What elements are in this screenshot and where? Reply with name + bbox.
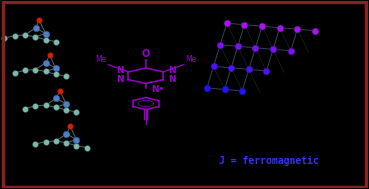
Text: O: O [142,49,150,59]
Text: N•: N• [151,85,164,94]
Text: N: N [116,66,124,75]
Text: Me: Me [186,55,197,64]
Text: N: N [168,66,175,75]
Text: J = ferromagnetic: J = ferromagnetic [220,156,319,166]
Text: Me: Me [95,55,106,64]
Text: N: N [116,75,124,84]
Text: N: N [168,75,175,84]
